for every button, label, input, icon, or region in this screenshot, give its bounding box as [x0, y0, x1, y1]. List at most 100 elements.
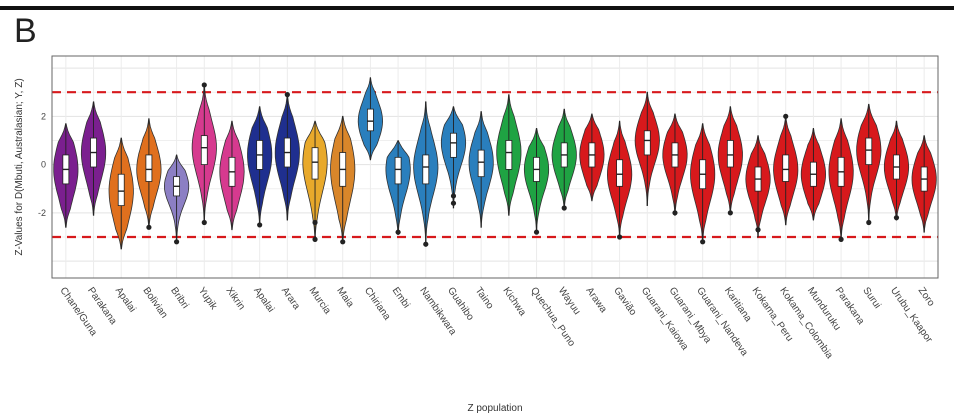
violin-group — [773, 113, 799, 226]
violin-group — [385, 140, 411, 236]
x-tick-label: Zoro — [916, 285, 937, 309]
violin-group — [80, 101, 107, 216]
outlier-point — [866, 219, 872, 226]
outlier-point — [533, 229, 540, 235]
violin-group — [219, 120, 245, 231]
outlier-point — [450, 200, 457, 206]
violin-group — [496, 94, 522, 216]
violin-group — [191, 82, 217, 226]
violin-group — [53, 123, 79, 228]
violin-group — [163, 154, 190, 245]
iqr-box — [865, 137, 873, 165]
x-tick-label: Bribri — [168, 285, 190, 310]
violin-group — [828, 118, 854, 242]
violin-group — [856, 103, 882, 226]
panel-label: B — [14, 12, 37, 50]
iqr-box — [477, 149, 485, 178]
outlier-point — [672, 210, 678, 216]
violin-group — [551, 108, 577, 211]
violins — [53, 77, 937, 250]
outlier-point — [838, 236, 844, 242]
outlier-point — [201, 82, 207, 88]
x-tick-label: Surui — [860, 285, 882, 310]
x-tick-label: Yupik — [196, 285, 220, 312]
iqr-box — [394, 156, 402, 185]
violin-group — [247, 106, 273, 228]
outlier-point — [700, 239, 706, 245]
iqr-box — [505, 140, 513, 170]
iqr-box — [643, 130, 651, 156]
violin-group — [883, 120, 910, 221]
x-tick-label: Gavião — [611, 285, 638, 318]
x-tick-label: Arawa — [583, 285, 609, 315]
outlier-point — [727, 210, 733, 216]
violin-group — [606, 120, 633, 240]
iqr-box — [145, 154, 153, 182]
x-tick-label: Taino — [473, 285, 496, 311]
x-tick-label: Bolivian — [140, 285, 169, 320]
violin-group — [523, 127, 550, 235]
y-axis-label: Z-Values for D(Mbuti, Australasian; Y, Z… — [14, 78, 25, 255]
violin-group — [717, 106, 743, 216]
threshold-lines — [52, 91, 938, 239]
violin-group — [579, 113, 605, 202]
iqr-box — [450, 132, 457, 158]
y-tick-labels: -2 0 2 — [38, 111, 46, 218]
x-tick-label: Murcia — [307, 285, 333, 316]
outlier-point — [146, 224, 152, 230]
violin-group — [800, 127, 827, 221]
outlier-point — [423, 241, 429, 247]
x-tick-label: Chiriana — [362, 285, 393, 322]
violin-group — [911, 135, 937, 233]
violin-group — [330, 115, 356, 245]
outlier-point — [284, 92, 290, 98]
iqr-box — [782, 154, 790, 182]
x-tick-label: Apalai — [113, 285, 138, 314]
outlier-point — [257, 222, 263, 228]
outlier-point — [201, 219, 207, 226]
violin-group — [468, 111, 494, 228]
x-tick-label: Apalai — [251, 285, 276, 314]
outlier-point — [312, 219, 318, 226]
violin-group — [357, 77, 384, 161]
iqr-box — [616, 159, 623, 187]
violin-group — [634, 91, 660, 207]
violin-group — [108, 137, 134, 250]
outlier-point — [312, 236, 318, 242]
top-border-area — [0, 0, 954, 11]
outlier-point — [395, 229, 401, 235]
outlier-point — [893, 215, 900, 221]
iqr-box — [367, 108, 374, 132]
x-tick-label: Wayuu — [556, 285, 583, 317]
violin-group — [274, 92, 300, 221]
outlier-point — [616, 234, 623, 240]
y-tick-label: 0 — [41, 160, 46, 170]
violin-group — [690, 123, 716, 245]
x-tick-label: Xikrin — [224, 285, 247, 312]
y-tick-label: -2 — [38, 208, 46, 218]
outlier-point — [173, 239, 180, 245]
iqr-box — [311, 147, 319, 180]
iqr-box — [117, 173, 125, 207]
violin-group — [440, 106, 467, 209]
x-axis-label: Z population — [467, 403, 522, 414]
outlier-point — [561, 205, 567, 211]
violin-group — [662, 113, 688, 216]
x-tick-label: Maia — [334, 285, 356, 309]
violin-group — [302, 120, 328, 242]
iqr-box — [422, 154, 430, 185]
outlier-point — [755, 227, 761, 233]
plot-frame — [51, 55, 939, 279]
violin-group — [413, 101, 439, 247]
x-tick-label: Kichwa — [500, 285, 528, 318]
x-tick-label: Embi — [390, 285, 412, 310]
x-tick-label: Arara — [279, 285, 302, 312]
top-border-line — [0, 6, 954, 10]
x-tick-label: Guarani_Nandeva — [694, 285, 750, 358]
violin-group — [745, 135, 771, 238]
violin-group — [136, 118, 162, 230]
iqr-box — [726, 140, 734, 168]
outlier-point — [340, 239, 346, 245]
